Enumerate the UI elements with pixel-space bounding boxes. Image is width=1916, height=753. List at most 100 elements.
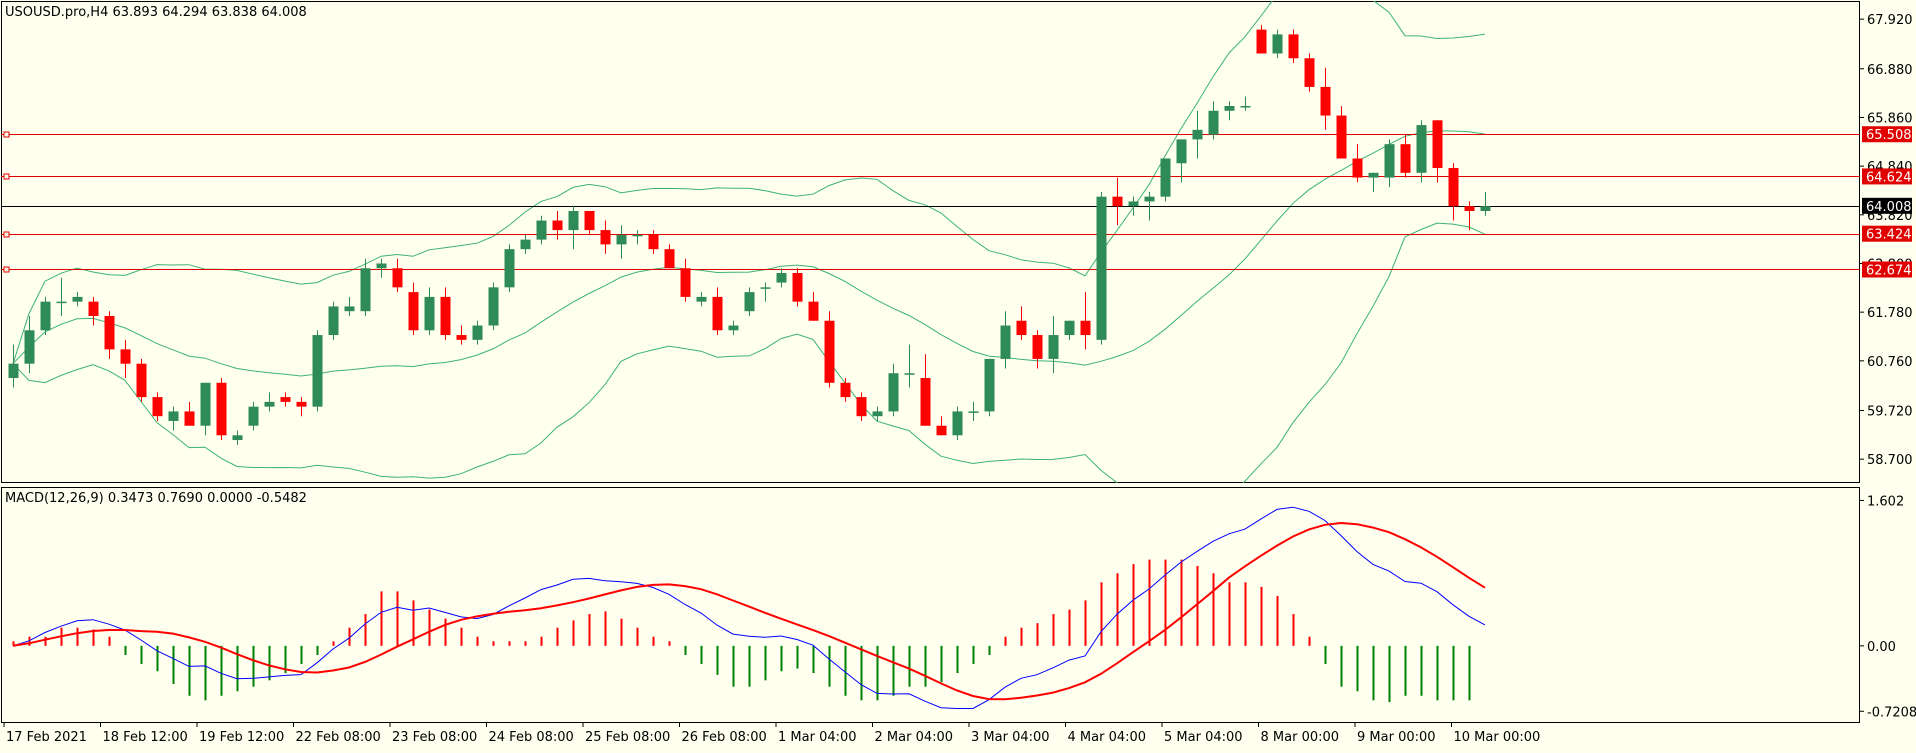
candle-body (1000, 325, 1011, 359)
candle-body (936, 425, 947, 436)
candle-body (1464, 206, 1475, 211)
candle-body (1192, 129, 1203, 140)
time-tick-label: 23 Feb 08:00 (392, 730, 477, 745)
candle-body (920, 378, 931, 426)
macd-signal-line (12, 521, 1486, 701)
time-tick-label: 8 Mar 00:00 (1261, 730, 1340, 745)
bb-middle-line (12, 130, 1486, 377)
time-tick-label: 19 Feb 12:00 (199, 730, 284, 745)
candle-body (1048, 335, 1059, 359)
price-tick-label: 67.920 (1867, 13, 1913, 28)
price-tag-62.674 (1862, 261, 1912, 278)
price-tick-label: 66.880 (1867, 63, 1913, 78)
candle-body (1256, 29, 1267, 54)
candle-body (1096, 196, 1107, 340)
time-tick-label: 10 Mar 00:00 (1454, 730, 1541, 745)
price-tick-label: 61.780 (1867, 306, 1913, 321)
candle-body (184, 411, 195, 426)
candle-body (840, 382, 851, 398)
candle-body (168, 411, 179, 421)
time-tick-label: 22 Feb 08:00 (296, 730, 381, 745)
candle-body (472, 325, 483, 340)
candle-body (1480, 206, 1491, 211)
candle-body (200, 382, 211, 426)
time-tick-label: 26 Feb 08:00 (682, 730, 767, 745)
candle-body (712, 296, 723, 331)
time-tick-label: 9 Mar 00:00 (1357, 730, 1436, 745)
candle-body (1176, 139, 1187, 164)
main-panel-frame (1, 1, 1860, 483)
candle-body (280, 397, 291, 402)
macd-lines (12, 506, 1486, 709)
candle-body (1160, 158, 1171, 197)
candle-body (1080, 320, 1091, 336)
level-handle-65.508[interactable] (3, 131, 10, 138)
candle-body (328, 306, 339, 336)
price-tag-65.508 (1862, 126, 1912, 143)
candle-body (1272, 34, 1283, 54)
candle-body (40, 301, 51, 331)
candle-body (344, 306, 355, 312)
level-handle-63.424[interactable] (3, 231, 10, 238)
candle-body (8, 363, 19, 379)
macd-tick-label: 1.602 (1867, 494, 1904, 509)
macd-tick-label: -0.7208 (1867, 705, 1916, 720)
candle-body (968, 411, 979, 413)
candle-body (152, 397, 163, 417)
price-tag-label: 63.424 (1866, 228, 1912, 243)
macd-tick-label: 0.00 (1867, 640, 1896, 655)
candle-body (1288, 34, 1299, 59)
time-tick-label: 5 Mar 04:00 (1164, 730, 1243, 745)
macd-main-line (12, 506, 1486, 709)
candle-body (392, 268, 403, 288)
price-tag-label: 62.674 (1866, 263, 1912, 278)
time-tick-label: 17 Feb 2021 (6, 730, 87, 745)
candle-body (120, 349, 131, 364)
candle-body (248, 406, 259, 426)
candle-body (56, 301, 67, 304)
price-tick-label: 65.860 (1867, 111, 1913, 126)
candle-body (1400, 144, 1411, 173)
time-tick-label: 1 Mar 04:00 (778, 730, 857, 745)
candle-body (312, 335, 323, 407)
candle-body (680, 268, 691, 297)
time-tick-label: 24 Feb 08:00 (489, 730, 574, 745)
level-handle-62.674[interactable] (3, 266, 10, 273)
candle-body (408, 292, 419, 331)
candle-body (216, 382, 227, 436)
price-tag-64.624 (1862, 168, 1912, 185)
candle-body (1112, 196, 1123, 207)
candle-body (264, 401, 275, 407)
candle-body (760, 287, 771, 289)
candle-body (1144, 196, 1155, 202)
bollinger-bands (12, 1, 1486, 483)
candle-body (1304, 58, 1315, 87)
candle-body (600, 230, 611, 245)
bb-lower-line (12, 222, 1486, 483)
price-tick-label: 58.700 (1867, 453, 1913, 468)
price-tick-label: 60.760 (1867, 355, 1913, 370)
candle-body (616, 234, 627, 245)
candle-body (360, 268, 371, 312)
candle-body (648, 234, 659, 250)
candle-body (1064, 320, 1075, 336)
candle-body (1416, 125, 1427, 173)
candle-body (1224, 105, 1235, 111)
price-tag-63.424 (1862, 225, 1912, 242)
candle-body (24, 330, 35, 364)
candle-body (888, 373, 899, 412)
candle-body (296, 401, 307, 407)
time-tick-label: 4 Mar 04:00 (1068, 730, 1147, 745)
candle-body (1128, 201, 1139, 207)
candle-body (904, 373, 915, 375)
price-tag-64.008 (1862, 197, 1912, 214)
time-tick-label: 3 Mar 04:00 (971, 730, 1050, 745)
time-tick-label: 25 Feb 08:00 (585, 730, 670, 745)
candle-body (872, 411, 883, 417)
candle-body (520, 239, 531, 250)
candle-body (568, 210, 579, 231)
candle-body (488, 287, 499, 326)
candle-body (744, 292, 755, 312)
level-handle-64.624[interactable] (3, 173, 10, 180)
